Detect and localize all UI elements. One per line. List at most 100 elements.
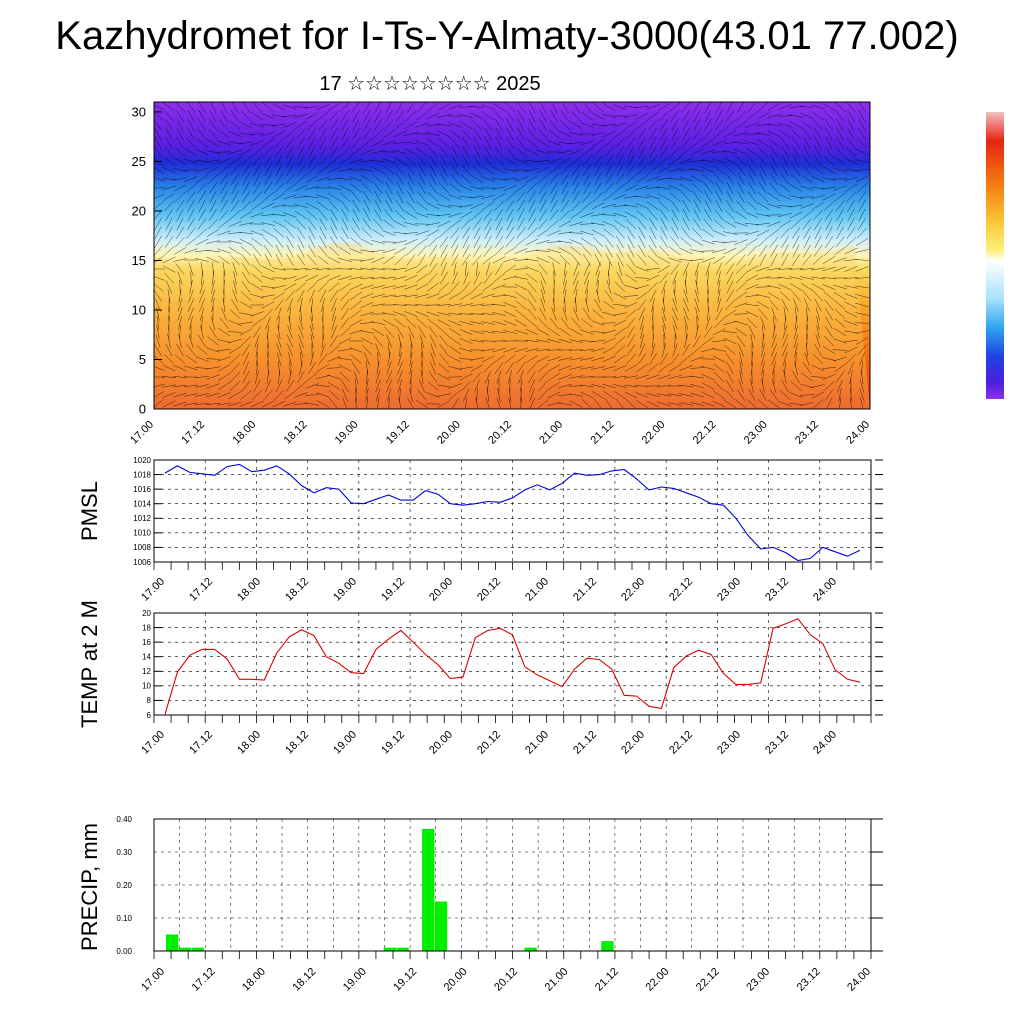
precip-bar (191, 947, 204, 951)
temp-x-tick-label: 21.12 (571, 729, 599, 757)
pmsl-panel: 1006 1008 1010 1012 1014 1016 1018 1020 17.00 17.… (133, 456, 883, 604)
pmsl-x-tick-label: 22.00 (619, 576, 647, 604)
precip-x-tick-label: 20.12 (492, 966, 520, 994)
pmsl-x-tick-label: 18.00 (235, 576, 263, 604)
precip-bar (422, 828, 435, 951)
cross-section-y-tick-label: 15 (132, 253, 146, 268)
cross-section-x-tick-label: 21.00 (537, 419, 565, 447)
chart-title: Kazhydromet for I-Ts-Y-Almaty-3000(43.01… (55, 14, 959, 58)
precip-x-tick-label: 20.00 (442, 966, 470, 994)
temp-x-tick-label: 22.00 (619, 729, 647, 757)
precip-y-tick-label: 0.00 (116, 947, 132, 956)
warm-layer-boundary (154, 242, 870, 409)
cross-section-field (154, 102, 870, 409)
precip-x-tick-label: 24.00 (845, 966, 873, 994)
pmsl-y-tick-label: 1016 (133, 485, 151, 494)
temp-x-tick-label: 18.12 (283, 729, 311, 757)
pmsl-y-tick-label: 1018 (133, 470, 151, 479)
pmsl-y-tick-label: 1014 (133, 500, 151, 509)
temp-x-tick-label: 22.12 (667, 729, 695, 757)
pmsl-x-tick-label: 20.00 (427, 576, 455, 604)
precip-bar (396, 947, 409, 951)
cross-section-x-tick-label: 19.12 (384, 419, 412, 447)
precip-x-tick-label: 23.00 (744, 966, 772, 994)
cross-section-x-tick-label: 20.12 (486, 419, 514, 447)
temp-x-tick-label: 20.00 (427, 729, 455, 757)
cross-section-x-tick-label: 17.12 (179, 419, 207, 447)
pmsl-y-tick-label: 1012 (133, 514, 151, 523)
cross-section-frame (153, 101, 871, 410)
cross-section-fill (154, 102, 870, 409)
cross-section-y-tick-label: 10 (132, 303, 146, 318)
temp-x-tick-label: 17.12 (187, 729, 215, 757)
temp-y-tick-label: 10 (142, 682, 151, 691)
pmsl-y-tick-label: 1006 (133, 558, 151, 567)
precip-x-tick-label: 21.12 (593, 966, 621, 994)
precip-bar (178, 947, 192, 951)
pmsl-frame (153, 459, 872, 563)
pmsl-x-tick-label: 24.00 (811, 576, 839, 604)
precip-y-tick-label: 0.30 (116, 848, 132, 857)
precip-x-tick-label: 22.00 (643, 966, 671, 994)
cross-section-x-tick-label: 18.00 (230, 419, 258, 447)
precip-y-tick-label: 0.10 (116, 914, 132, 923)
cross-section-x-tick-label: 22.00 (640, 419, 668, 447)
precip-x-tick-label: 17.00 (139, 966, 167, 994)
temp-frame (153, 612, 872, 716)
temp-panel: 6 8 10 12 14 16 18 20 17.00 17.12 18.00 18.12 19.00 1… (139, 609, 883, 757)
cross-section-x-tick-label: 24.00 (844, 419, 872, 447)
pmsl-x-tick-label: 19.00 (331, 576, 359, 604)
cross-section-x-tick-label: 17.00 (128, 419, 156, 447)
temp-x-tick-label: 24.00 (811, 729, 839, 757)
temp-x-tick-label: 19.00 (331, 729, 359, 757)
wind-vector-paths (154, 102, 870, 409)
cross-section-x-tick-label: 18.12 (282, 419, 310, 447)
temp-x-tick-label: 23.00 (715, 729, 743, 757)
precip-y-tick-label: 0.20 (116, 881, 132, 890)
temp-y-tick-label: 6 (147, 711, 152, 720)
pmsl-x-tick-label: 20.12 (475, 576, 503, 604)
colorbar (986, 112, 1004, 399)
precip-panel: 0.00 0.10 0.20 0.30 0.40 17.00 17.12 18.00 18.12… (116, 815, 883, 994)
cross-section-x-tick-label: 23.12 (793, 419, 821, 447)
precip-x-tick-label: 19.12 (391, 966, 419, 994)
pmsl-x-tick-label: 21.12 (571, 576, 599, 604)
cross-section-x-tick-label: 20.00 (435, 419, 463, 447)
temp-x-tick-label: 23.12 (763, 729, 791, 757)
cross-section-x-tick-label: 21.12 (588, 419, 616, 447)
temp-x-tick-label: 19.12 (379, 729, 407, 757)
cross-section-y-tick-label: 20 (132, 203, 146, 218)
precip-y-tick-label: 0.40 (116, 815, 132, 824)
wind-vectors (154, 102, 870, 409)
precip-x-tick-label: 19.00 (341, 966, 369, 994)
pmsl-x-tick-label: 23.12 (763, 576, 791, 604)
temp-x-tick-label: 21.00 (523, 729, 551, 757)
temp-series-line (164, 618, 861, 715)
temp-x-tick-label: 17.00 (139, 729, 167, 757)
cross-section-y-tick-label: 25 (132, 154, 146, 169)
precip-axis-label: PRECIP, mm (77, 823, 102, 951)
precip-x-tick-label: 18.12 (290, 966, 318, 994)
precip-x-tick-label: 22.12 (694, 966, 722, 994)
pmsl-y-tick-label: 1008 (133, 543, 151, 552)
pmsl-x-tick-label: 19.12 (379, 576, 407, 604)
pmsl-series-line (164, 463, 861, 562)
cross-section-x-tick-label: 19.00 (333, 419, 361, 447)
precip-bar (524, 947, 537, 951)
temp-y-tick-label: 12 (142, 667, 151, 676)
precip-bar (383, 947, 396, 951)
temp-axis-label: TEMP at 2 M (77, 600, 102, 728)
precip-x-tick-label: 21.00 (543, 966, 571, 994)
cross-section-y-tick-label: 30 (132, 104, 146, 119)
precip-x-tick-label: 23.12 (795, 966, 823, 994)
temp-y-tick-label: 8 (147, 696, 152, 705)
precip-bar (601, 941, 614, 951)
pmsl-x-tick-label: 23.00 (715, 576, 743, 604)
chart-subtitle: 17 ☆☆☆☆☆☆☆☆ 2025 (319, 73, 541, 95)
pmsl-y-tick-label: 1010 (133, 529, 151, 538)
pmsl-y-tick-label: 1020 (133, 456, 151, 465)
pmsl-x-tick-label: 22.12 (667, 576, 695, 604)
temp-x-tick-label: 20.12 (475, 729, 503, 757)
temp-x-tick-label: 18.00 (235, 729, 263, 757)
